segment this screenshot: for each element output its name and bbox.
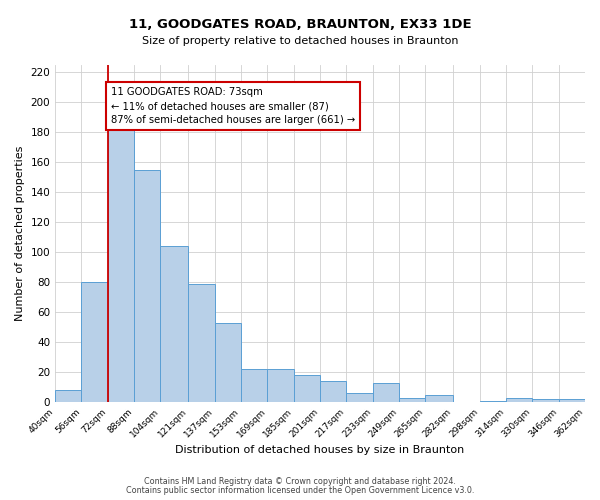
Bar — [215, 323, 241, 402]
Bar — [134, 170, 160, 402]
Y-axis label: Number of detached properties: Number of detached properties — [15, 146, 25, 322]
Bar — [399, 398, 425, 402]
Bar — [268, 370, 294, 402]
Bar — [82, 282, 108, 403]
Bar — [506, 398, 532, 402]
Bar — [479, 401, 506, 402]
Bar — [532, 400, 559, 402]
Bar — [188, 284, 215, 403]
Bar — [160, 246, 188, 402]
Bar — [241, 370, 268, 402]
X-axis label: Distribution of detached houses by size in Braunton: Distribution of detached houses by size … — [175, 445, 465, 455]
Bar — [320, 382, 346, 402]
Text: 11, GOODGATES ROAD, BRAUNTON, EX33 1DE: 11, GOODGATES ROAD, BRAUNTON, EX33 1DE — [128, 18, 472, 30]
Bar — [108, 130, 134, 402]
Bar — [559, 400, 585, 402]
Text: Contains public sector information licensed under the Open Government Licence v3: Contains public sector information licen… — [126, 486, 474, 495]
Bar — [55, 390, 82, 402]
Text: Contains HM Land Registry data © Crown copyright and database right 2024.: Contains HM Land Registry data © Crown c… — [144, 477, 456, 486]
Bar — [294, 376, 320, 402]
Text: 11 GOODGATES ROAD: 73sqm
← 11% of detached houses are smaller (87)
87% of semi-d: 11 GOODGATES ROAD: 73sqm ← 11% of detach… — [111, 88, 355, 126]
Bar — [373, 383, 399, 402]
Bar — [346, 394, 373, 402]
Text: Size of property relative to detached houses in Braunton: Size of property relative to detached ho… — [142, 36, 458, 46]
Bar — [425, 395, 454, 402]
